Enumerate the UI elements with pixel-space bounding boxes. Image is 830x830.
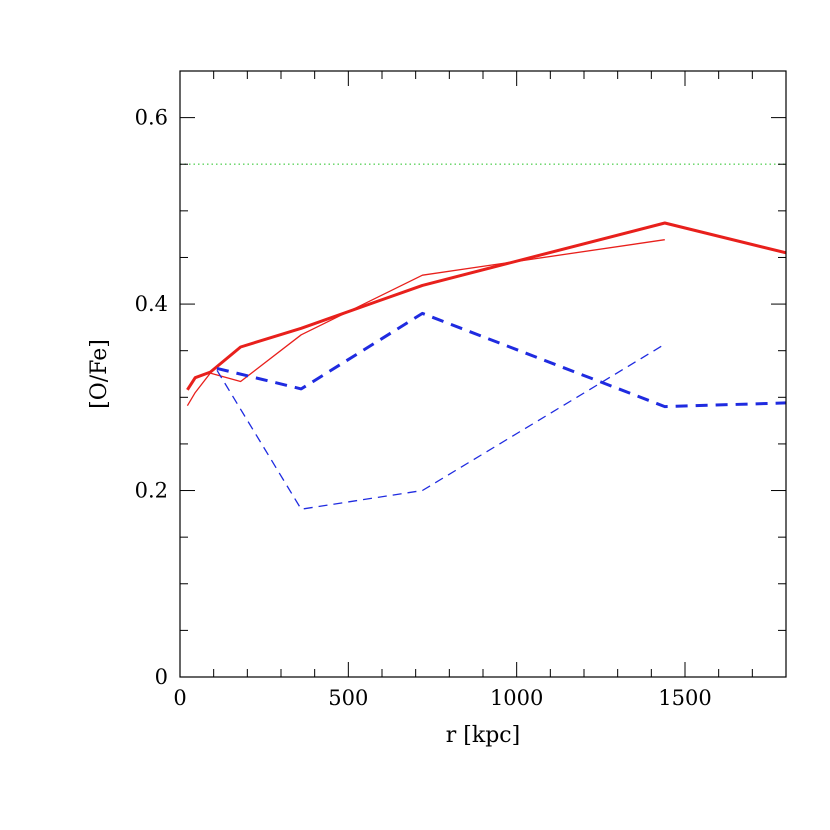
y-tick-label: 0.2 xyxy=(135,479,168,503)
x-tick-label: 1500 xyxy=(658,686,711,710)
series-line-3 xyxy=(216,311,786,409)
x-tick-label: 500 xyxy=(328,686,368,710)
series-line-2 xyxy=(186,239,665,407)
chart-marks xyxy=(180,163,786,510)
y-tick-label: 0 xyxy=(155,665,168,689)
axis-ticks: 0 500 1000 1500 0 0.2 0.4 0.6 xyxy=(135,70,787,710)
y-tick-label: 0.4 xyxy=(135,292,168,316)
series-group xyxy=(180,163,786,510)
x-tick-label: 1000 xyxy=(490,686,543,710)
x-tick-label: 0 xyxy=(173,686,186,710)
series-line-4 xyxy=(216,343,666,510)
x-axis-label: r [kpc] xyxy=(446,723,520,748)
y-tick-label: 0.6 xyxy=(135,106,168,130)
plot-frame xyxy=(179,70,787,678)
series-line-1 xyxy=(186,221,786,391)
y-axis-label: [O/Fe] xyxy=(87,339,112,409)
